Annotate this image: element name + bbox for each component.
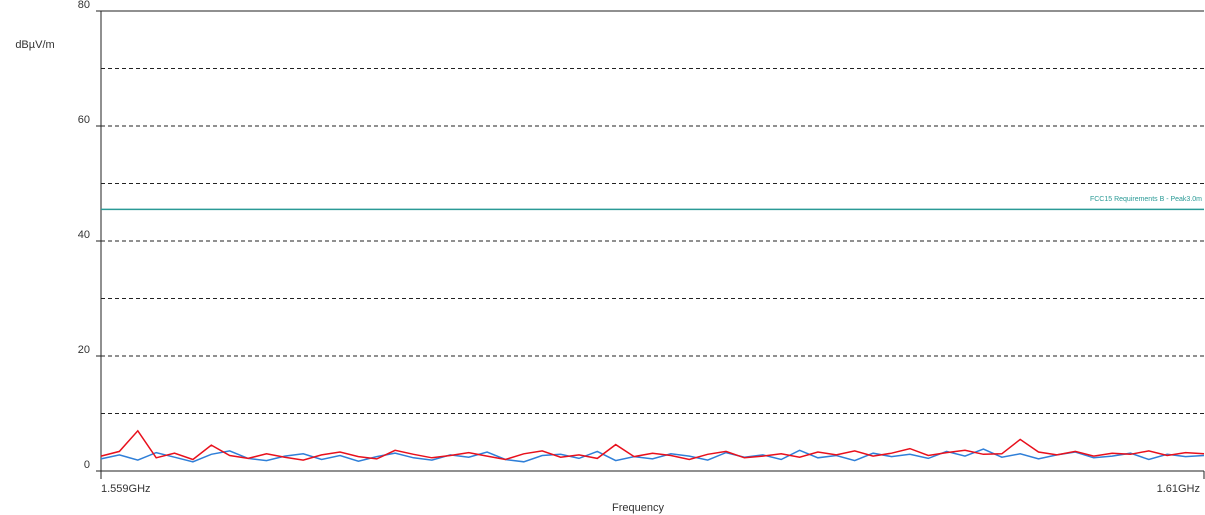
x-tick-label: 1.61GHz: [1157, 483, 1200, 495]
trace: [100, 448, 1205, 463]
y-tick-label: 80: [78, 0, 90, 11]
y-tick-label: 0: [84, 459, 90, 471]
x-axis-label: Frequency: [612, 502, 664, 514]
y-tick-label: 20: [78, 344, 90, 356]
y-tick-label: 60: [78, 114, 90, 126]
limit-label: FCC15 Requirements B - Peak3.0m: [1090, 196, 1202, 203]
y-axis-label: dBµV/m: [15, 39, 54, 51]
x-tick-label: 1.559GHz: [101, 483, 151, 495]
y-tick-label: 40: [78, 229, 90, 241]
trace: [100, 429, 1205, 461]
